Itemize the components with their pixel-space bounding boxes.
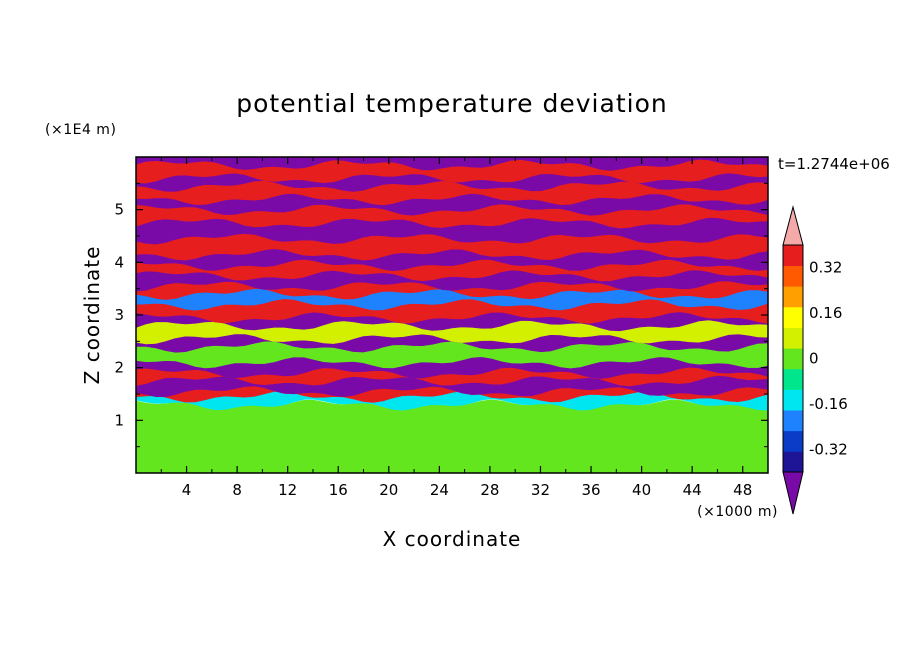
- x-tick-label: 24: [430, 481, 449, 499]
- chart-title: potential temperature deviation: [236, 89, 667, 118]
- y-unit-label: (×1E4 m): [45, 122, 116, 138]
- colorbar-segment: [783, 245, 803, 267]
- x-tick-label: 32: [531, 481, 550, 499]
- y-tick-label: 4: [114, 253, 124, 271]
- x-tick-label: 8: [232, 481, 242, 499]
- colorbar-segment: [783, 265, 803, 287]
- y-tick-label: 5: [114, 201, 124, 219]
- colorbar-segment: [783, 348, 803, 370]
- colorbar-label: 0: [809, 350, 819, 368]
- colorbar-segment: [783, 368, 803, 390]
- plot-area: [136, 157, 768, 473]
- x-tick-label: 4: [182, 481, 192, 499]
- x-tick-label: 40: [632, 481, 651, 499]
- colorbar-label: -0.32: [809, 440, 848, 458]
- colorbar-frame: [782, 244, 804, 473]
- colorbar-segment: [783, 306, 803, 328]
- x-axis: 4 8 12 16 20 24 28 32 36 40 44 48: [160, 157, 752, 499]
- colorbar-label: -0.16: [809, 395, 848, 413]
- colorbar-segment: [783, 327, 803, 349]
- colorbar-label: 0.16: [809, 304, 842, 322]
- colorbar-segment: [783, 451, 803, 473]
- y-axis-title: Z coordinate: [80, 246, 104, 385]
- x-tick-label: 16: [329, 481, 348, 499]
- y-axis: 1 2 3 4 5: [114, 182, 768, 448]
- colorbar-segment: [783, 286, 803, 308]
- colorbar-max-arrow: [782, 205, 804, 246]
- contour-band: [136, 399, 768, 447]
- contour-band: [136, 157, 768, 171]
- colorbar-segment: [783, 410, 803, 432]
- colorbar-segment: [783, 430, 803, 452]
- x-unit-label: (×1000 m): [697, 504, 778, 520]
- x-axis-title: X coordinate: [383, 527, 522, 551]
- contour-band: [136, 436, 768, 473]
- y-tick-label: 3: [114, 306, 124, 324]
- colorbar-label: 0.32: [809, 259, 842, 277]
- colorbar: 0.32 0.16 0 -0.16 -0.32: [782, 205, 848, 515]
- time-label: t=1.2744e+06: [778, 155, 890, 173]
- x-tick-label: 36: [581, 481, 600, 499]
- colorbar-segment: [783, 389, 803, 411]
- y-tick-label: 1: [114, 411, 124, 429]
- x-tick-label: 44: [683, 481, 702, 499]
- x-tick-label: 12: [278, 481, 297, 499]
- x-tick-label: 48: [733, 481, 752, 499]
- x-tick-label: 20: [379, 481, 398, 499]
- y-tick-label: 2: [114, 359, 124, 377]
- colorbar-min-arrow: [782, 471, 804, 515]
- x-tick-label: 28: [480, 481, 499, 499]
